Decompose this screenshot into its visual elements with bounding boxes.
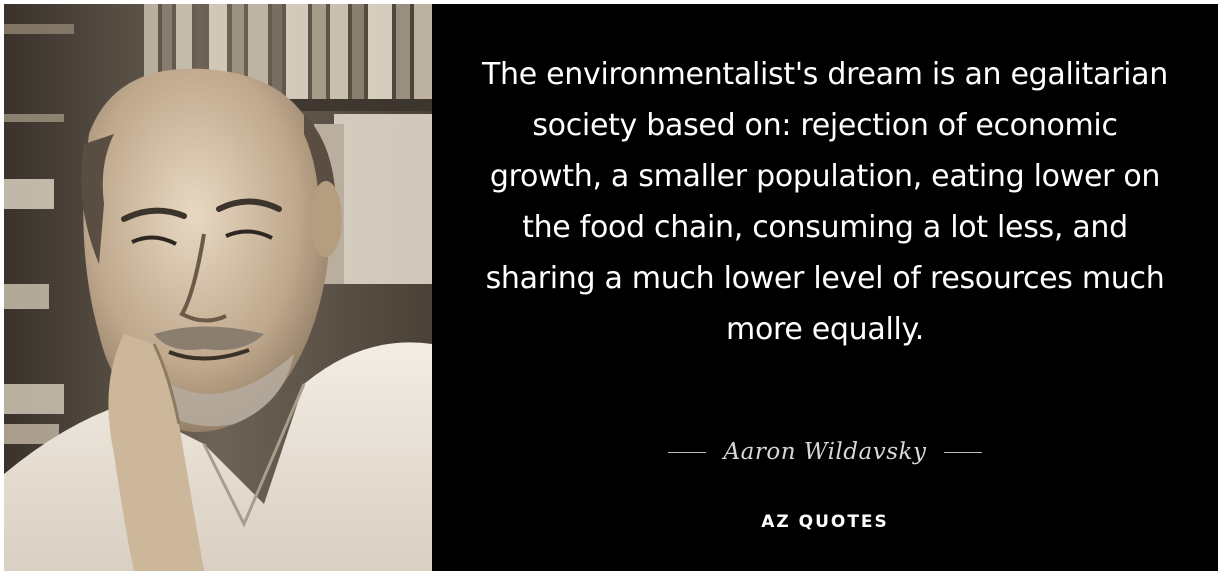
- author-portrait: [4, 4, 432, 571]
- quote-text: The environmentalist's dream is an egali…: [482, 57, 1168, 347]
- quote-panel: The environmentalist's dream is an egali…: [432, 4, 1218, 571]
- attribution: Aaron Wildavsky: [432, 432, 1218, 472]
- quote-card: The environmentalist's dream is an egali…: [4, 4, 1218, 571]
- author-name[interactable]: Aaron Wildavsky: [723, 439, 927, 465]
- brand-logo[interactable]: AZ QUOTES: [761, 512, 889, 532]
- portrait-image: [4, 4, 432, 571]
- right-dash: [944, 451, 983, 453]
- left-dash: [667, 451, 706, 453]
